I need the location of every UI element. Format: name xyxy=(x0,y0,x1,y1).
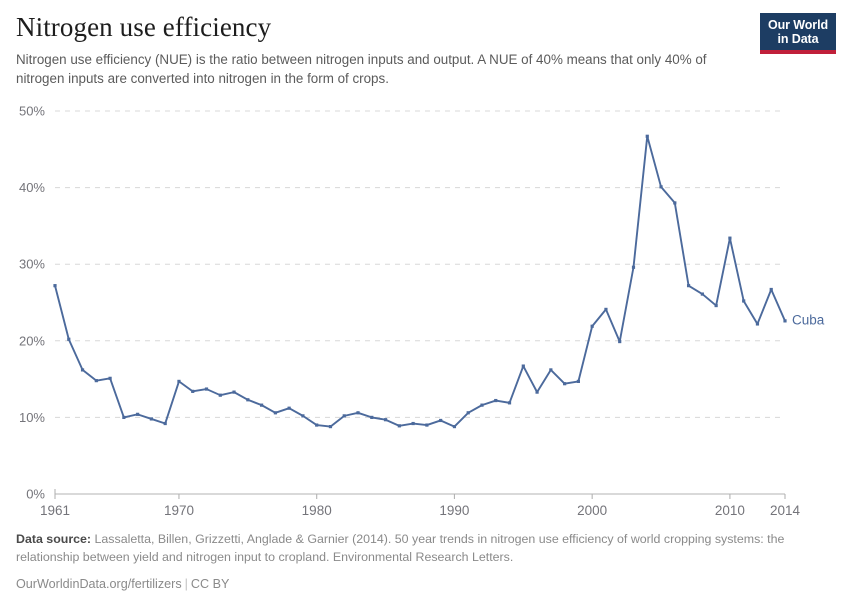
series-point[interactable] xyxy=(328,424,333,429)
series-line-cuba[interactable] xyxy=(54,135,786,428)
series-point[interactable] xyxy=(659,185,663,189)
series-point[interactable] xyxy=(535,390,539,394)
x-tick-label: 2010 xyxy=(715,503,745,516)
series-point[interactable] xyxy=(301,414,305,418)
logo-line-2: in Data xyxy=(777,32,819,46)
series-point[interactable] xyxy=(755,322,760,326)
series-point[interactable] xyxy=(728,236,732,240)
x-tick-label: 1970 xyxy=(164,503,194,516)
license-line: OurWorldinData.org/fertilizers | CC BY xyxy=(16,577,816,591)
data-source-label: Data source: xyxy=(16,532,92,546)
our-world-in-data-logo[interactable]: Our World in Data xyxy=(760,13,836,54)
series-point[interactable] xyxy=(177,379,181,383)
series-point[interactable] xyxy=(686,284,691,288)
data-source: Data source: Lassaletta, Billen, Grizzet… xyxy=(16,531,816,567)
series-layer[interactable]: Cuba xyxy=(53,134,825,429)
series-point[interactable] xyxy=(397,424,401,428)
series-point[interactable] xyxy=(439,418,443,423)
series-point[interactable] xyxy=(342,414,346,418)
x-tick-label: 1990 xyxy=(439,503,469,516)
series-point[interactable] xyxy=(576,379,580,383)
series-point[interactable] xyxy=(246,398,250,402)
chart-header: Nitrogen use efficiency Nitrogen use eff… xyxy=(16,12,756,88)
chart-footer: Data source: Lassaletta, Billen, Grizzet… xyxy=(16,531,816,591)
chart-subtitle: Nitrogen use efficiency (NUE) is the rat… xyxy=(16,52,707,87)
series-label-cuba[interactable]: Cuba xyxy=(792,312,825,327)
y-tick-label: 30% xyxy=(19,257,45,272)
series-point[interactable] xyxy=(191,389,195,393)
y-tick-label: 10% xyxy=(19,410,45,425)
series-point[interactable] xyxy=(287,406,291,410)
series-point[interactable] xyxy=(80,368,85,372)
series-point[interactable] xyxy=(94,379,98,383)
series-point[interactable] xyxy=(645,134,649,138)
series-point[interactable] xyxy=(53,284,57,288)
series-point[interactable] xyxy=(494,398,498,403)
logo-line-1: Our World xyxy=(768,18,828,32)
chart-plot-area[interactable]: 0% 10% 20% 30% 40% 50% 1961 1970 1980 1990 2000 20… xyxy=(0,96,850,517)
series-point[interactable] xyxy=(480,403,484,407)
series-point[interactable] xyxy=(631,265,636,269)
series-point[interactable] xyxy=(618,339,622,344)
series-point[interactable] xyxy=(218,393,222,397)
series-point[interactable] xyxy=(315,423,319,427)
series-point[interactable] xyxy=(742,299,746,303)
series-point[interactable] xyxy=(714,303,718,308)
series-point[interactable] xyxy=(204,387,209,391)
license-label[interactable]: CC BY xyxy=(190,576,230,591)
x-axis: 1961 1970 1980 1990 2000 2010 2014 xyxy=(40,489,801,516)
series-point[interactable] xyxy=(232,390,236,394)
series-point[interactable] xyxy=(370,415,374,419)
x-tick-label: 2000 xyxy=(577,503,607,516)
series-point[interactable] xyxy=(700,292,704,296)
series-point[interactable] xyxy=(425,423,429,427)
series-point[interactable] xyxy=(273,411,277,415)
series-point[interactable] xyxy=(783,319,787,323)
data-source-text: Lassaletta, Billen, Grizzetti, Anglade &… xyxy=(16,532,785,564)
line-chart-svg[interactable]: 0% 10% 20% 30% 40% 50% 1961 1970 1980 1990 2000 20… xyxy=(0,96,850,517)
series-point[interactable] xyxy=(673,201,677,205)
page-title: Nitrogen use efficiency xyxy=(16,12,272,42)
series-point[interactable] xyxy=(563,382,567,386)
series-point[interactable] xyxy=(67,337,71,341)
series-point[interactable] xyxy=(769,287,773,292)
series-point[interactable] xyxy=(383,418,388,422)
series-point[interactable] xyxy=(590,324,594,328)
series-point[interactable] xyxy=(108,376,112,380)
series-point[interactable] xyxy=(411,421,415,426)
series-point[interactable] xyxy=(149,417,154,421)
series-point[interactable] xyxy=(466,411,470,415)
y-tick-label: 50% xyxy=(19,104,45,119)
x-tick-label: 1961 xyxy=(40,503,70,516)
y-tick-label: 0% xyxy=(26,487,45,502)
y-axis: 0% 10% 20% 30% 40% 50% xyxy=(19,104,45,502)
series-point[interactable] xyxy=(356,411,360,415)
series-point[interactable] xyxy=(452,424,457,429)
license-separator: | xyxy=(184,576,188,591)
series-point[interactable] xyxy=(260,403,264,407)
y-tick-label: 40% xyxy=(19,180,45,195)
series-point[interactable] xyxy=(122,415,126,419)
series-point[interactable] xyxy=(549,368,553,372)
site-url[interactable]: OurWorldinData.org/fertilizers xyxy=(16,576,182,591)
series-point[interactable] xyxy=(136,412,140,416)
y-tick-label: 20% xyxy=(19,333,45,348)
series-point[interactable] xyxy=(521,364,525,368)
series-point[interactable] xyxy=(507,401,512,405)
x-tick-label: 1980 xyxy=(302,503,332,516)
x-tick-label: 2014 xyxy=(770,503,801,516)
series-point[interactable] xyxy=(604,307,608,311)
logo-accent-bar xyxy=(760,50,836,54)
gridlines xyxy=(55,110,785,418)
series-point[interactable] xyxy=(163,421,167,426)
